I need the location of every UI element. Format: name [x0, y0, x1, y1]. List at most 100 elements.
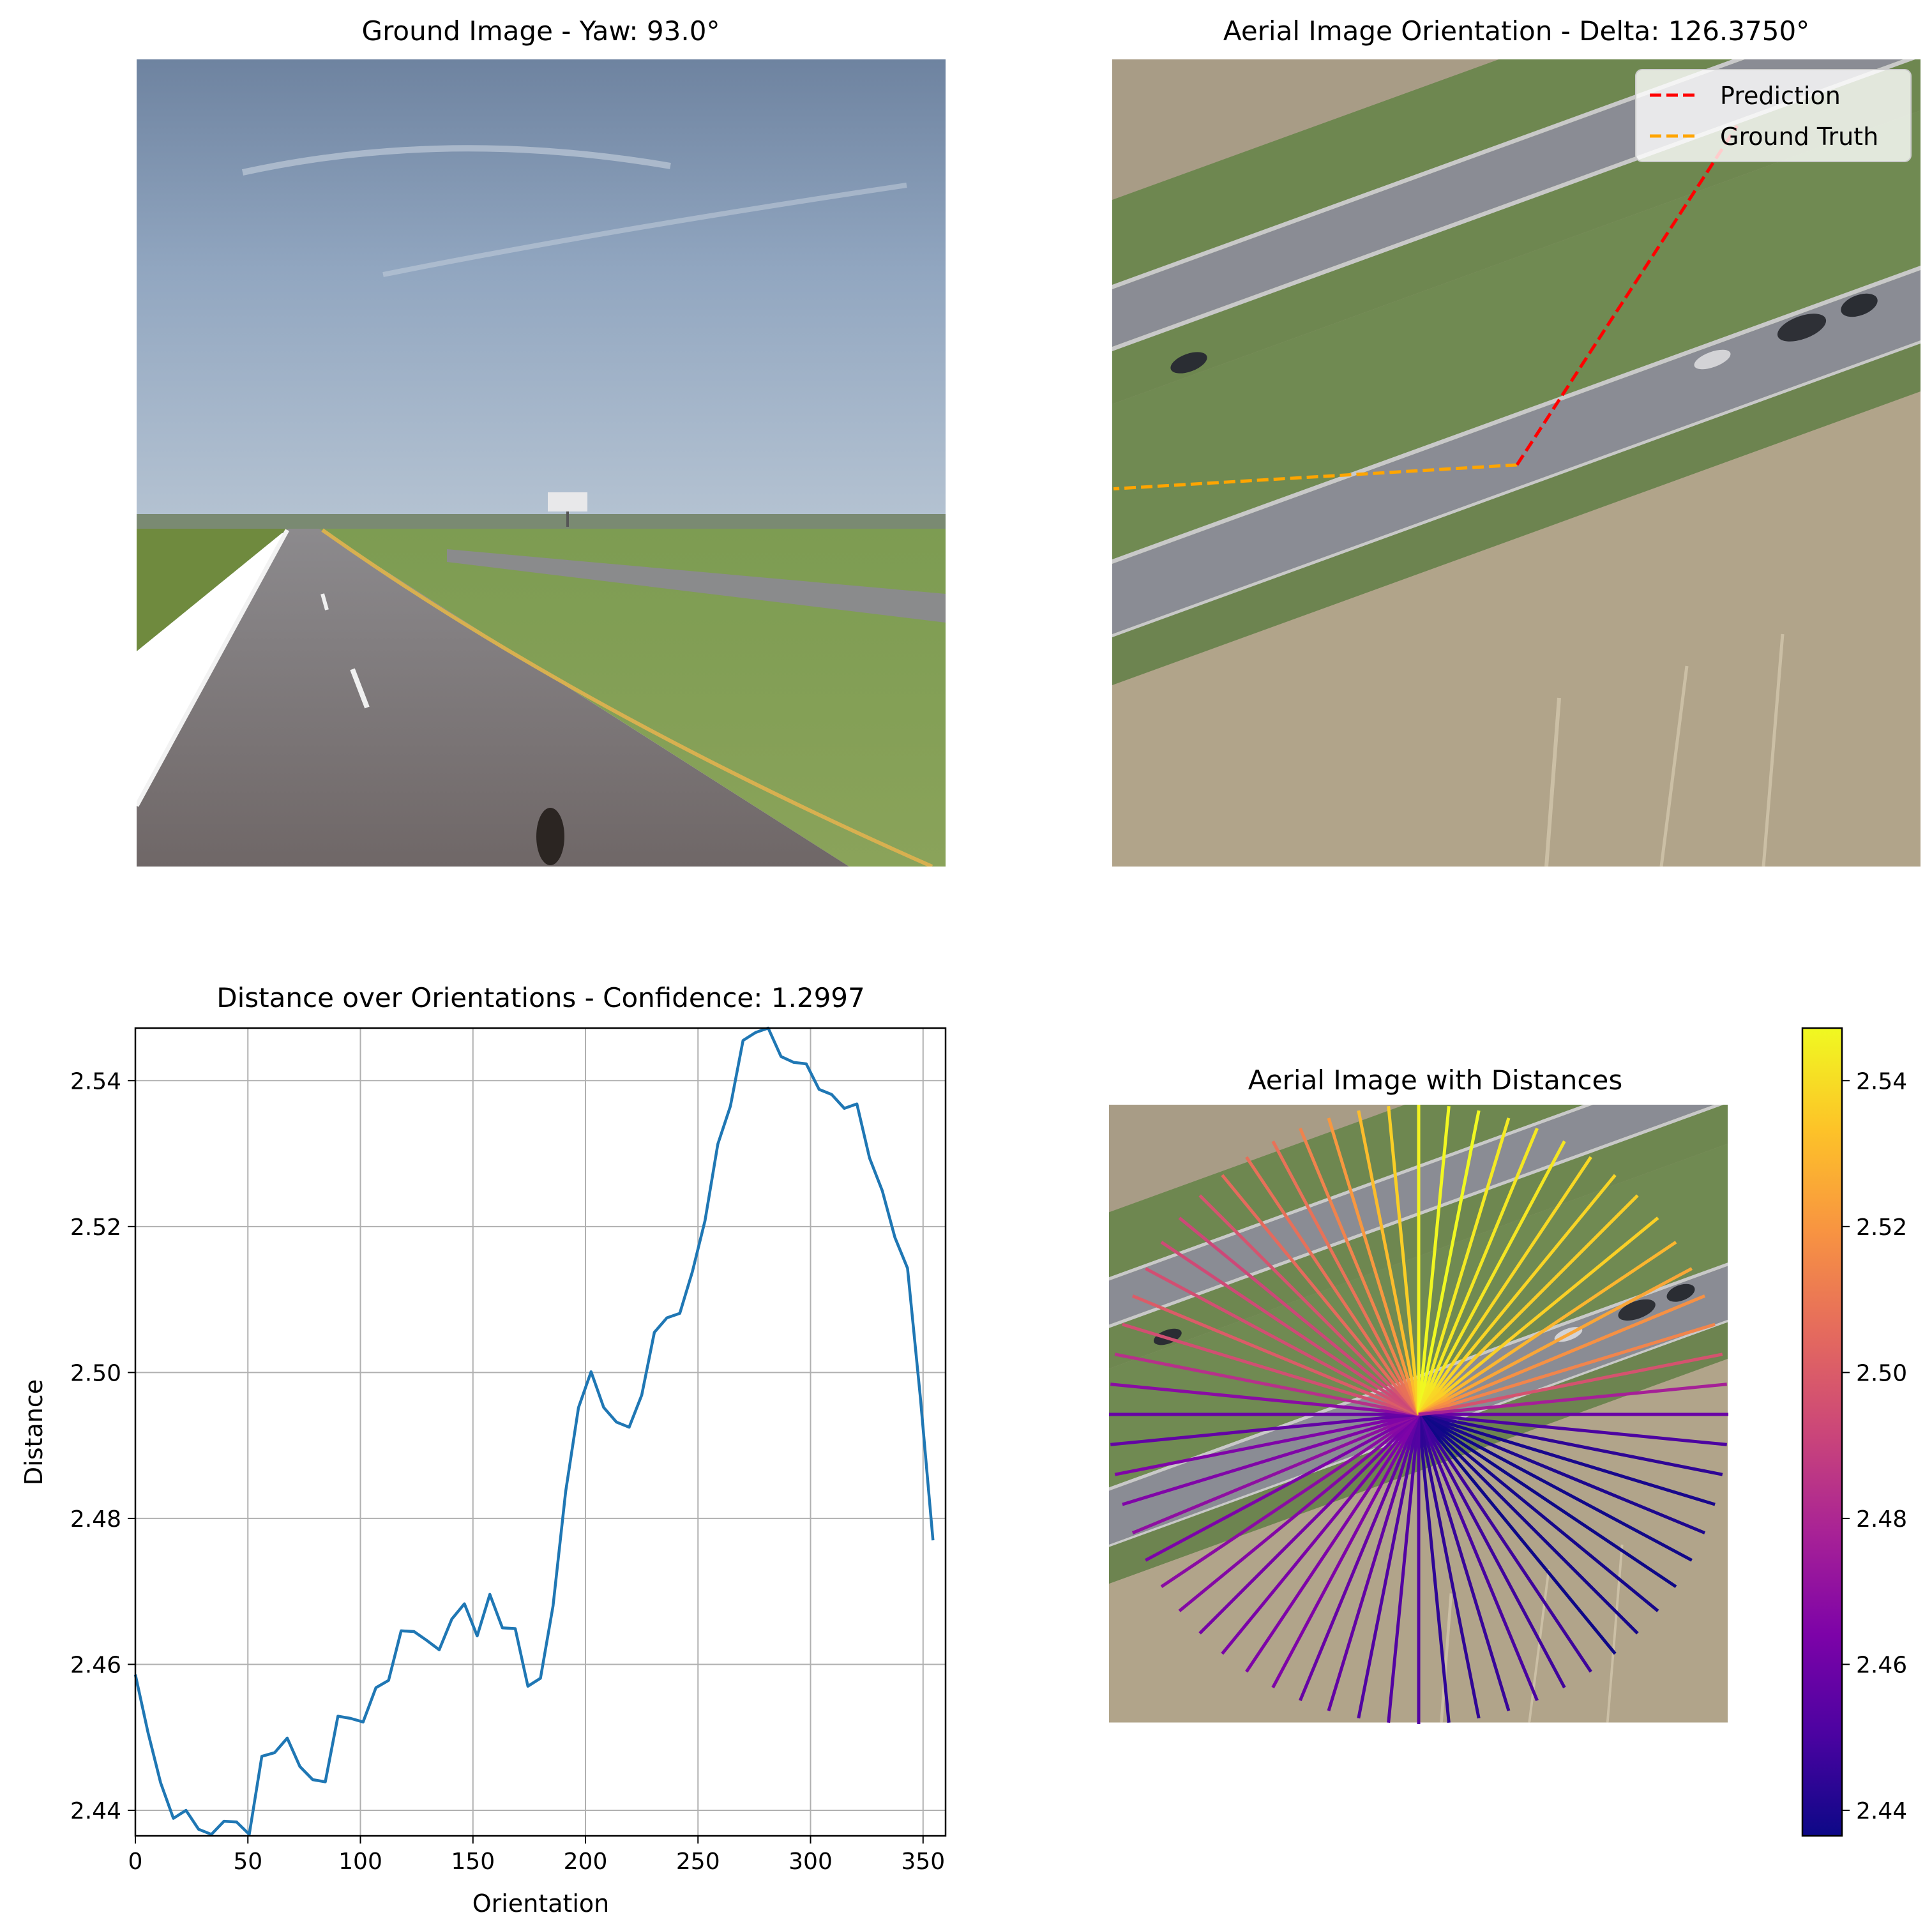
distance-ray — [1198, 1413, 1420, 1635]
distance-ray — [1417, 1110, 1481, 1415]
distance-ray — [1387, 1414, 1421, 1723]
distance-ray — [1145, 1267, 1420, 1416]
x-axis-ticks: 0 50 100 150 200 250 300 350 — [128, 1836, 945, 1875]
x-tick-label: 300 — [789, 1849, 833, 1875]
ground-photo — [137, 59, 946, 867]
distance-ray — [1417, 1414, 1539, 1702]
x-tick-label: 100 — [338, 1849, 382, 1875]
distance-ray — [1160, 1412, 1420, 1588]
distance-ray — [1110, 1412, 1419, 1446]
distance-chart: Distance over Orientations - Confidence:… — [20, 982, 947, 1918]
x-tick-label: 150 — [451, 1849, 495, 1875]
distance-ray — [1114, 1352, 1419, 1416]
legend: Prediction Ground Truth — [1635, 69, 1912, 162]
chart-frame — [134, 1027, 947, 1837]
distance-ray — [1417, 1413, 1659, 1612]
distance-ray — [1357, 1414, 1421, 1719]
distance-ray — [1417, 1241, 1677, 1416]
distance-ray — [1299, 1414, 1421, 1702]
distance-ray — [1418, 1412, 1723, 1476]
distance-ray — [1327, 1414, 1421, 1711]
y-tick-label: 2.54 — [70, 1068, 121, 1094]
distance-ray — [1122, 1412, 1419, 1506]
x-tick-label: 250 — [676, 1849, 720, 1875]
distance-ray — [1417, 1127, 1539, 1415]
x-tick-label: 0 — [128, 1849, 143, 1875]
distance-ray — [1417, 1413, 1617, 1655]
x-tick-label: 50 — [233, 1849, 262, 1875]
distance-ray — [1417, 1414, 1511, 1711]
distance-ray — [1387, 1106, 1421, 1415]
distance-ray — [1417, 1106, 1451, 1415]
distance-ray — [1418, 1412, 1716, 1506]
distance-ray — [1271, 1140, 1421, 1416]
colorbar-tick-label: 2.50 — [1856, 1360, 1907, 1386]
distance-ray — [1417, 1414, 1481, 1719]
y-axis-label: Distance — [20, 1379, 48, 1485]
distance-ray — [1418, 1294, 1706, 1416]
ground-image-title: Ground Image - Yaw: 93.0° — [362, 15, 720, 47]
colorbar-tick-label: 2.52 — [1856, 1215, 1907, 1241]
aerial-orientation-title: Aerial Image Orientation - Delta: 126.37… — [1223, 15, 1809, 47]
distance-rays — [1109, 1105, 1728, 1724]
distance-ray — [1417, 1412, 1677, 1588]
distance-ray — [1131, 1294, 1419, 1416]
y-tick-label: 2.52 — [70, 1215, 121, 1241]
ground-truth-line — [1113, 463, 1518, 490]
distance-ray — [1417, 1414, 1451, 1723]
distance-ray — [1131, 1412, 1419, 1534]
legend-ground-truth-label: Ground Truth — [1720, 123, 1878, 151]
distance-ray — [1418, 1412, 1706, 1534]
distance-ray — [1245, 1156, 1421, 1416]
distance-ray — [1418, 1382, 1727, 1416]
distance-ray — [1327, 1117, 1421, 1415]
legend-prediction-label: Prediction — [1720, 82, 1841, 110]
y-tick-label: 2.46 — [70, 1652, 121, 1678]
distance-ray — [1417, 1156, 1592, 1416]
colorbar: 2.44 2.46 2.48 2.50 2.52 2.54 — [1801, 1027, 1907, 1837]
colorbar-gradient — [1801, 1027, 1843, 1837]
x-axis-label: Orientation — [472, 1889, 610, 1918]
aerial-orientation-panel: Aerial Image Orientation - Delta: 126.37… — [1112, 15, 1921, 867]
distance-ray — [1418, 1412, 1727, 1446]
distance-ray — [1299, 1127, 1421, 1415]
aerial-distances-panel: Aerial Image with Distances — [1109, 1064, 1728, 1724]
distance-ray — [1417, 1216, 1659, 1416]
x-tick-label: 200 — [564, 1849, 608, 1875]
distance-ray — [1271, 1413, 1421, 1688]
distance-ray — [1178, 1413, 1420, 1612]
colorbar-tick-label: 2.44 — [1856, 1798, 1907, 1824]
distance-ray — [1417, 1117, 1511, 1415]
distance-ray — [1418, 1352, 1723, 1416]
distance-ray — [1417, 1267, 1693, 1416]
colorbar-tick-label: 2.54 — [1856, 1068, 1907, 1094]
distance-ray — [1245, 1413, 1421, 1673]
y-tick-label: 2.50 — [70, 1360, 121, 1386]
distance-ray — [1417, 1413, 1592, 1673]
x-tick-label: 350 — [901, 1849, 945, 1875]
legend-frame — [1635, 69, 1912, 162]
distance-ray — [1122, 1322, 1419, 1416]
distance-ray — [1221, 1413, 1420, 1655]
distance-ray — [1417, 1194, 1639, 1416]
distance-ray — [1178, 1216, 1420, 1416]
distance-ray — [1110, 1382, 1419, 1416]
distance-ray — [1198, 1194, 1420, 1416]
distance-ray — [1417, 1140, 1566, 1416]
distance-ray — [1417, 1174, 1617, 1416]
distance-ray — [1145, 1412, 1420, 1562]
distance-ray — [1357, 1110, 1421, 1415]
aerial-distances-title: Aerial Image with Distances — [1248, 1064, 1622, 1096]
colorbar-tick-label: 2.46 — [1856, 1652, 1907, 1678]
distance-ray — [1160, 1241, 1420, 1416]
colorbar-ticks: 2.44 2.46 2.48 2.50 2.52 2.54 — [1842, 1068, 1907, 1824]
y-tick-label: 2.44 — [70, 1798, 121, 1824]
chart-grid — [135, 1028, 946, 1836]
y-axis-ticks: 2.44 2.46 2.48 2.50 2.52 2.54 — [70, 1068, 135, 1824]
distance-ray — [1221, 1174, 1420, 1416]
colorbar-tick-label: 2.48 — [1856, 1506, 1907, 1533]
prediction-line — [1515, 125, 1739, 466]
ground-image-panel: Ground Image - Yaw: 93.0° — [137, 15, 946, 867]
distance-line — [133, 1026, 935, 1836]
